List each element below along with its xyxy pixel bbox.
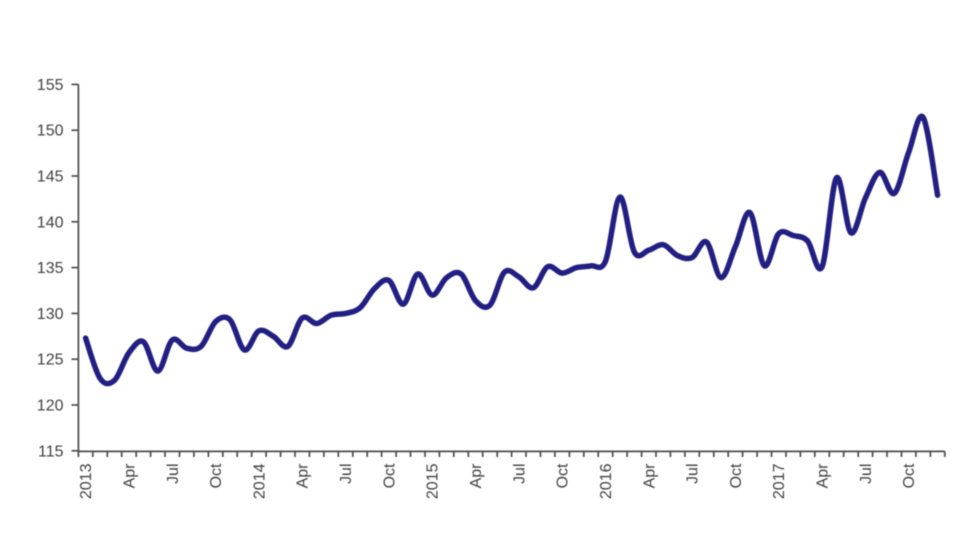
svg-text:140: 140 [37, 214, 64, 231]
svg-text:145: 145 [37, 169, 64, 186]
svg-text:Jul: Jul [165, 464, 182, 484]
svg-text:Oct: Oct [901, 463, 918, 488]
svg-text:2013: 2013 [78, 463, 95, 499]
svg-text:Jul: Jul [338, 464, 355, 484]
svg-text:Apr: Apr [815, 463, 832, 489]
svg-text:Apr: Apr [121, 463, 138, 489]
svg-text:155: 155 [37, 77, 64, 94]
svg-text:Oct: Oct [555, 463, 572, 488]
svg-text:Apr: Apr [295, 463, 312, 489]
svg-text:125: 125 [37, 352, 64, 369]
svg-text:2015: 2015 [425, 463, 442, 499]
svg-text:Apr: Apr [641, 463, 658, 489]
svg-text:135: 135 [37, 260, 64, 277]
svg-text:Jul: Jul [511, 464, 528, 484]
svg-text:Apr: Apr [468, 463, 485, 489]
svg-text:115: 115 [38, 443, 64, 460]
svg-text:120: 120 [37, 398, 64, 415]
svg-text:Jul: Jul [685, 464, 702, 484]
svg-text:2014: 2014 [251, 463, 268, 499]
svg-text:Oct: Oct [728, 463, 745, 488]
svg-text:150: 150 [37, 123, 64, 140]
svg-text:2017: 2017 [771, 463, 788, 499]
svg-text:130: 130 [37, 306, 64, 323]
svg-text:Oct: Oct [208, 463, 225, 488]
svg-text:Oct: Oct [381, 463, 398, 488]
svg-text:Jul: Jul [858, 464, 875, 484]
svg-text:2016: 2016 [598, 463, 615, 499]
